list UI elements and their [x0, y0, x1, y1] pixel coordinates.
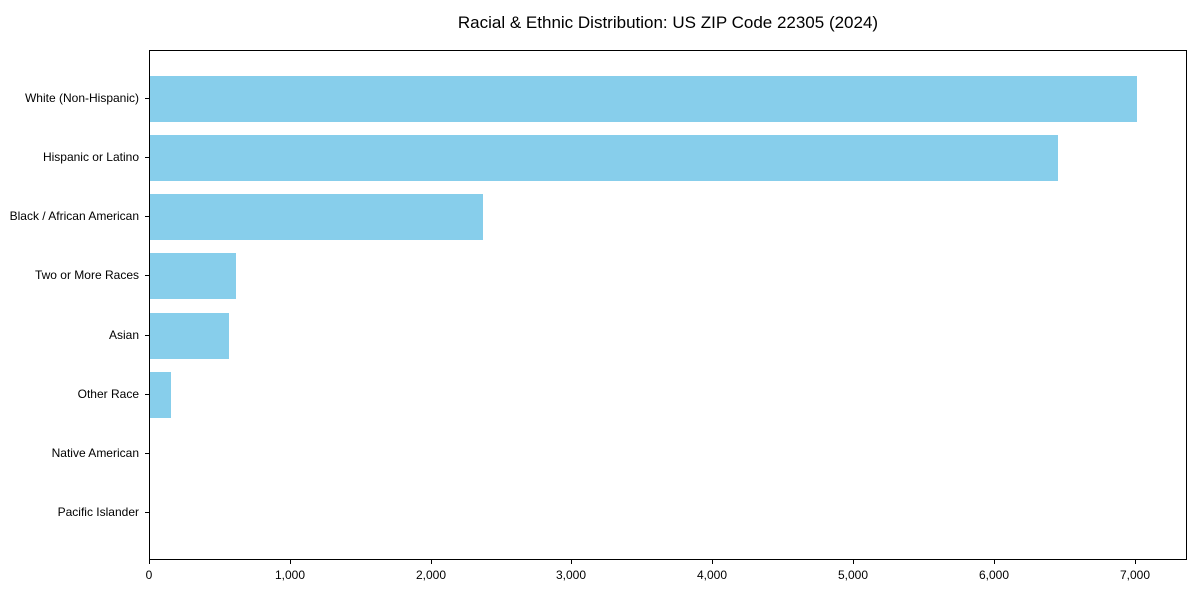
bar-white-non-hispanic	[150, 76, 1137, 122]
y-axis-label: Black / African American	[9, 209, 139, 223]
y-axis-label: Two or More Races	[34, 268, 139, 282]
y-axis-tick	[145, 335, 149, 336]
y-axis-label: Other Race	[77, 387, 139, 401]
y-axis-tick	[145, 216, 149, 217]
x-axis-tick-label: 3,000	[555, 568, 587, 582]
plot-area	[149, 50, 1187, 560]
x-axis-tick	[431, 560, 432, 564]
x-axis-tick	[571, 560, 572, 564]
x-axis-tick	[1135, 560, 1136, 564]
y-axis-tick	[145, 512, 149, 513]
x-axis-tick-label: 4,000	[696, 568, 728, 582]
x-axis-tick	[994, 560, 995, 564]
x-axis-tick-label: 1,000	[274, 568, 306, 582]
x-axis-tick-label: 5,000	[837, 568, 869, 582]
x-axis-tick-label: 0	[145, 568, 153, 582]
bar-other-race	[150, 372, 172, 418]
bar-black-african-american	[150, 194, 484, 240]
x-axis-tick-label: 7,000	[1119, 568, 1151, 582]
y-axis-label: White (Non-Hispanic)	[24, 91, 139, 105]
x-axis-tick	[149, 560, 150, 564]
x-axis-tick-label: 6,000	[978, 568, 1010, 582]
y-axis-tick	[145, 453, 149, 454]
bar-asian	[150, 313, 229, 359]
x-axis-tick	[290, 560, 291, 564]
y-axis-tick	[145, 394, 149, 395]
y-axis-label: Asian	[108, 328, 139, 342]
x-axis-tick	[712, 560, 713, 564]
bar-two-or-more-races	[150, 253, 236, 299]
y-axis-label: Native American	[51, 446, 139, 460]
y-axis-tick	[145, 157, 149, 158]
y-axis-label: Hispanic or Latino	[42, 150, 139, 164]
y-axis-tick	[145, 275, 149, 276]
chart-title: Racial & Ethnic Distribution: US ZIP Cod…	[457, 13, 879, 32]
y-axis-label: Pacific Islander	[57, 505, 139, 519]
x-axis-tick	[853, 560, 854, 564]
x-axis-tick-label: 2,000	[415, 568, 447, 582]
bar-hispanic-or-latino	[150, 135, 1058, 181]
y-axis-tick	[145, 98, 149, 99]
